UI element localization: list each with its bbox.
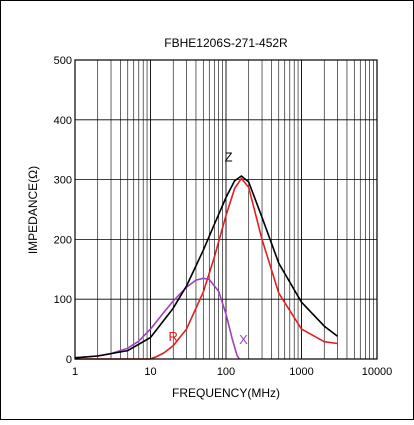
series-label-z: Z xyxy=(225,150,233,165)
data-series: Z R X xyxy=(74,150,338,360)
x-tick-label: 1000 xyxy=(289,366,313,378)
y-tick-label: 500 xyxy=(54,55,72,67)
x-tick-label: 10 xyxy=(144,366,156,378)
plot-area-border xyxy=(74,59,378,360)
tick-labels: 1 10 100 1000 10000 0 100 200 300 400 500 xyxy=(54,55,393,378)
x-tick-label: 100 xyxy=(217,366,235,378)
y-tick-label: 200 xyxy=(54,234,72,246)
y-axis-label: IMPEDANCE(Ω) xyxy=(26,166,40,254)
x-tick-label: 1 xyxy=(72,366,78,378)
chart-title: FBHE1206S-271-452R xyxy=(164,36,288,50)
y-tick-label: 100 xyxy=(54,294,72,306)
y-tick-label: 300 xyxy=(54,175,72,187)
series-line-r xyxy=(75,177,338,360)
series-line-z xyxy=(74,175,338,359)
series-label-r: R xyxy=(169,329,178,344)
series-label-x: X xyxy=(239,332,248,347)
x-axis-label: FREQUENCY(MHz) xyxy=(172,386,280,400)
x-tick-label: 10000 xyxy=(362,366,393,378)
y-tick-label: 400 xyxy=(54,115,72,127)
y-tick-label: 0 xyxy=(66,354,72,366)
